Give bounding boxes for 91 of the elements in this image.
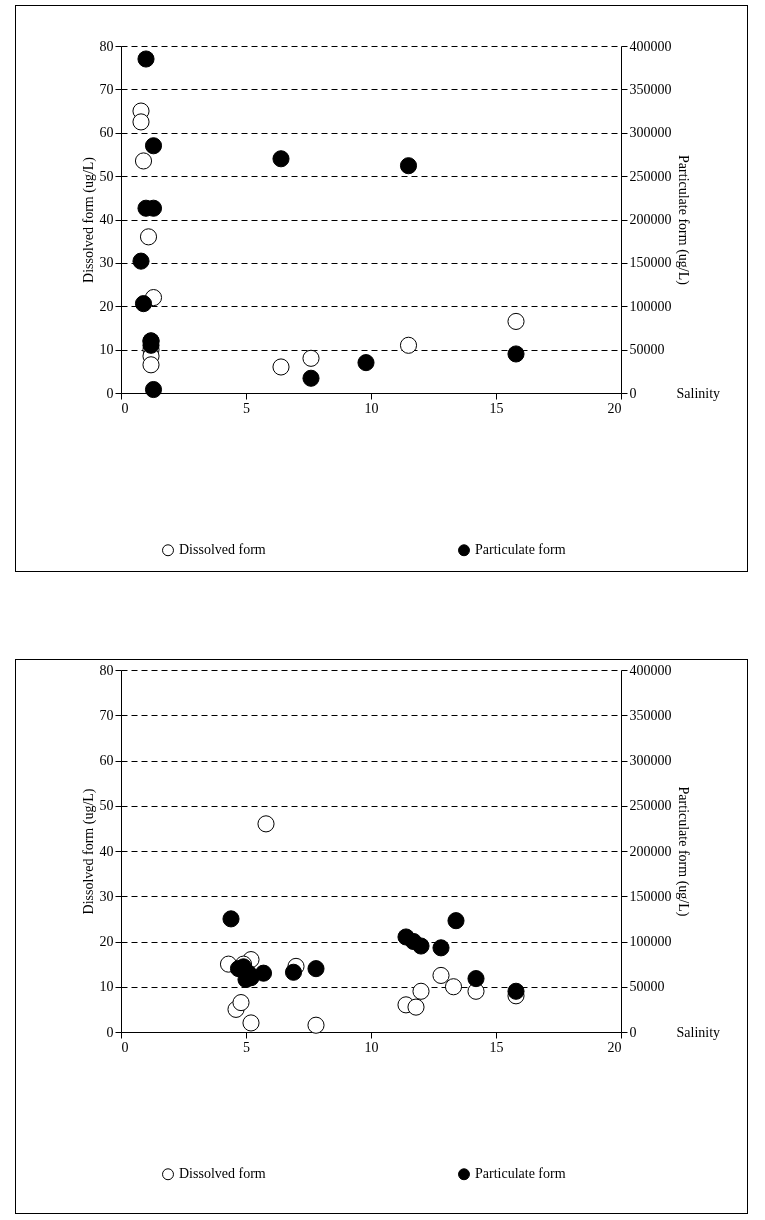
x-tick-label: 5 [243,400,250,416]
y2-tick-label: 300000 [629,753,672,768]
point [432,939,450,957]
x-axis-title: Salinity [676,1024,721,1040]
point [134,295,153,313]
point [307,960,325,978]
point [507,345,525,363]
y2-tick-label: 250000 [629,798,672,814]
x-tick-label: 15 [489,400,504,416]
x-tick-label: 15 [489,1039,504,1055]
y-tick-label: 0 [106,1024,114,1040]
point [272,358,290,376]
y2-tick-label: 100000 [629,934,672,949]
y-axis-title: Dissolved form (ug/L) [80,788,97,915]
y-axis-title: Dissolved form (ug/L) [80,156,97,283]
point [132,252,150,270]
legend-label: Particulate form [475,542,566,558]
y-tick-label: 40 [99,212,114,227]
legend-label: Dissolved form [179,1166,266,1182]
y-tick-label: 70 [99,707,114,723]
point [407,998,425,1016]
y-tick-label: 50 [99,798,114,814]
point [307,1016,325,1034]
x-tick-label: 10 [364,1039,379,1055]
y-tick-label: 20 [99,298,114,314]
y2-tick-label: 350000 [629,707,672,723]
point [134,152,153,170]
point [232,994,250,1012]
point [254,964,273,982]
point [142,356,160,374]
y-tick-label: 30 [99,888,114,904]
y2-tick-label: 250000 [629,168,672,184]
point [507,982,525,1000]
point [144,137,163,155]
point [447,912,465,930]
point [257,815,275,833]
point [302,369,320,387]
y2-tick-label: 100000 [629,298,672,314]
y2-axis-title: Particulate form (ug/L) [674,155,691,286]
y2-tick-label: 150000 [629,888,672,904]
point [399,157,418,175]
y-tick-label: 60 [99,125,114,141]
point [507,312,525,330]
point [144,380,163,399]
point [132,113,150,131]
y2-tick-label: 350000 [629,81,672,97]
y-tick-label: 60 [99,753,114,768]
point [302,349,320,367]
y-tick-label: 20 [99,934,114,949]
x-tick-label: 10 [364,400,379,416]
y-tick-label: 0 [106,385,114,401]
point [242,1014,260,1032]
x-tick-label: 5 [243,1039,250,1055]
point [284,963,303,981]
x-tick-label: 0 [121,1039,129,1055]
point [137,50,155,68]
y2-tick-label: 200000 [629,843,672,859]
y2-tick-label: 400000 [629,662,672,678]
y2-tick-label: 300000 [629,125,672,141]
point [412,982,430,1000]
legend-label: Particulate form [475,1166,566,1182]
legend-label: Dissolved form [179,542,266,558]
x-tick-label: 20 [607,1039,622,1055]
point [432,966,450,984]
y-tick-label: 30 [99,255,114,271]
x-axis-title: Salinity [676,385,721,401]
y2-axis-title: Particulate form (ug/L) [674,786,691,917]
y-tick-label: 10 [99,342,114,358]
y-tick-label: 80 [99,662,114,678]
x-tick-label: 0 [121,400,129,416]
y-tick-label: 40 [99,843,114,859]
y2-tick-label: 0 [629,1024,637,1040]
point [139,228,158,246]
point [467,970,485,988]
y2-tick-label: 50000 [629,979,665,995]
y-tick-label: 80 [99,38,114,54]
y2-tick-label: 50000 [629,342,665,358]
point [444,978,463,996]
point [399,336,418,354]
point [357,354,375,372]
y2-tick-label: 0 [629,385,637,401]
point [272,150,290,168]
y-tick-label: 70 [99,81,114,97]
y-tick-label: 50 [99,168,114,184]
x-tick-label: 20 [607,400,622,416]
y2-tick-label: 400000 [629,38,672,54]
y2-tick-label: 200000 [629,212,672,227]
y2-tick-label: 150000 [629,255,672,271]
point [412,937,430,955]
y-tick-label: 10 [99,979,114,995]
point [222,910,240,928]
